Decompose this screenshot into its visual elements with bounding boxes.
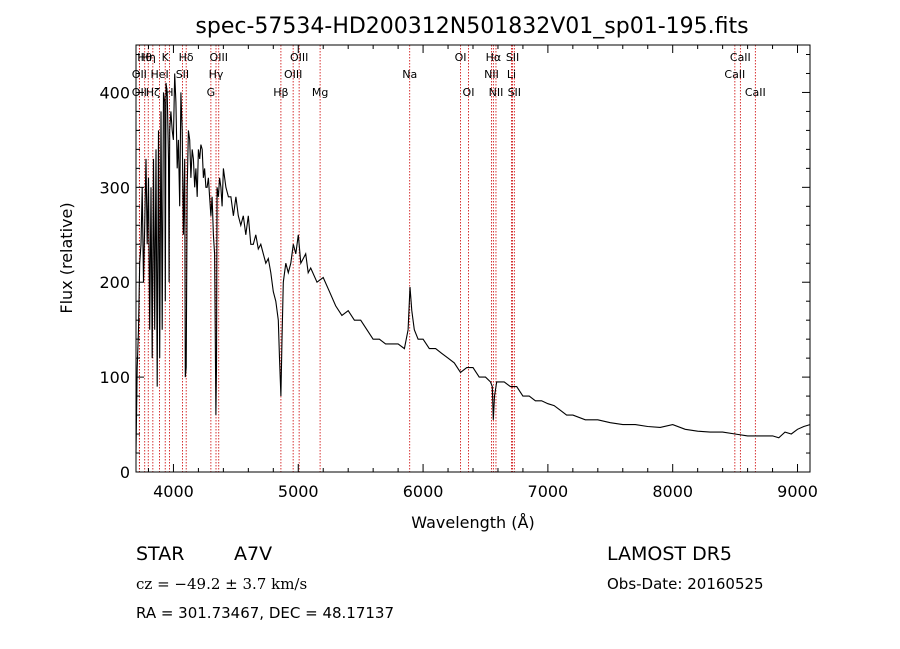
spectrum-series-line xyxy=(135,73,811,454)
spectral-line-label: G xyxy=(207,86,216,99)
spectral-line-label: H xyxy=(165,86,173,99)
y-axis-ticks: 0 100 200 300 400 xyxy=(99,53,810,482)
survey-name: LAMOST DR5 xyxy=(607,543,732,565)
y-axis-label: Flux (relative) xyxy=(57,202,76,313)
spectral-line-label: HeI xyxy=(150,68,168,81)
y-tick-label: 200 xyxy=(99,273,130,292)
object-class: STAR xyxy=(136,543,184,565)
x-axis-ticks: 4000 5000 6000 7000 8000 9000 xyxy=(147,45,818,501)
x-tick-label: 4000 xyxy=(153,482,194,501)
y-tick-label: 100 xyxy=(99,368,130,387)
spectral-line-label: OIII xyxy=(210,51,228,64)
redshift-readout: cz = −49.2 ± 3.7 km/s xyxy=(136,575,307,593)
object-subclass: A7V xyxy=(234,543,272,565)
spectral-line-label: OII xyxy=(132,68,147,81)
spectral-line-label: Hα xyxy=(486,51,502,64)
spectral-line-label: NII xyxy=(484,68,499,81)
spectral-line-label: SII xyxy=(508,86,521,99)
spectral-line-label: CaII xyxy=(724,68,745,81)
spectral-line-label: SII xyxy=(506,51,519,64)
x-tick-label: 6000 xyxy=(403,482,444,501)
spectral-line-label: OIII xyxy=(284,68,302,81)
x-tick-label: 8000 xyxy=(652,482,693,501)
x-axis-label: Wavelength (Å) xyxy=(411,513,534,532)
spectral-line-markers xyxy=(138,45,756,472)
spectral-line-label: K xyxy=(162,51,170,64)
spectral-line-label: Na xyxy=(402,68,417,81)
x-tick-label: 9000 xyxy=(777,482,818,501)
spectral-line-label: Hζ xyxy=(146,86,160,99)
spectral-line-label: Hβ xyxy=(273,86,288,99)
y-tick-label: 400 xyxy=(99,83,130,102)
spectral-line-label: CaII xyxy=(730,51,751,64)
spectral-line-label: Hγ xyxy=(209,68,224,81)
y-tick-label: 0 xyxy=(120,463,130,482)
coordinates-readout: RA = 301.73467, DEC = 48.17137 xyxy=(136,604,394,622)
spectral-line-labels: HθHηOIIOIIHζHeIKHSIIHδGHγOIIIHβOIIIOIIIM… xyxy=(132,51,766,99)
spectral-line-label: SII xyxy=(176,68,189,81)
spectral-line-label: Mg xyxy=(312,86,328,99)
spectral-line-label: Hη xyxy=(141,51,156,64)
x-tick-label: 5000 xyxy=(278,482,319,501)
y-tick-label: 300 xyxy=(99,178,130,197)
spectral-line-label: Hδ xyxy=(179,51,194,64)
spectral-line-label: NII xyxy=(489,86,504,99)
spectral-line-label: CaII xyxy=(745,86,766,99)
spectral-line-label: Hθ xyxy=(137,51,152,64)
spectral-line-label: OIII xyxy=(290,51,308,64)
x-tick-label: 7000 xyxy=(528,482,569,501)
plot-frame xyxy=(135,44,811,473)
spectral-line-label: OI xyxy=(455,51,467,64)
spectral-line-label: Li xyxy=(507,68,516,81)
chart-title: spec-57534-HD200312N501832V01_sp01-195.f… xyxy=(195,14,748,39)
obs-date: Obs-Date: 20160525 xyxy=(607,575,764,593)
spectral-line-label: OI xyxy=(463,86,475,99)
